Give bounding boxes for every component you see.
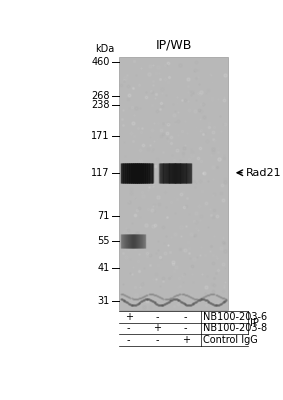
- Text: 238: 238: [91, 100, 110, 110]
- Text: 117: 117: [91, 168, 110, 178]
- Text: 71: 71: [98, 211, 110, 221]
- Bar: [119, 57, 228, 310]
- Text: Control IgG: Control IgG: [203, 335, 258, 345]
- Text: 55: 55: [97, 236, 110, 246]
- Text: +: +: [182, 335, 190, 345]
- Text: -: -: [155, 335, 159, 345]
- Text: Rad21: Rad21: [246, 168, 282, 178]
- Text: 460: 460: [92, 57, 110, 67]
- Text: IP/WB: IP/WB: [155, 38, 192, 51]
- Text: NB100-203-6: NB100-203-6: [203, 312, 267, 322]
- Text: -: -: [155, 312, 159, 322]
- Text: IP: IP: [250, 318, 259, 328]
- Text: kDa: kDa: [95, 44, 114, 54]
- Text: +: +: [153, 324, 161, 334]
- Text: 171: 171: [91, 131, 110, 141]
- Text: +: +: [125, 312, 133, 322]
- Text: -: -: [184, 312, 187, 322]
- Text: 31: 31: [98, 296, 110, 306]
- Text: -: -: [127, 324, 130, 334]
- Text: -: -: [184, 324, 187, 334]
- Text: 268: 268: [91, 91, 110, 101]
- Text: 41: 41: [98, 263, 110, 273]
- Text: NB100-203-8: NB100-203-8: [203, 324, 267, 334]
- Text: -: -: [127, 335, 130, 345]
